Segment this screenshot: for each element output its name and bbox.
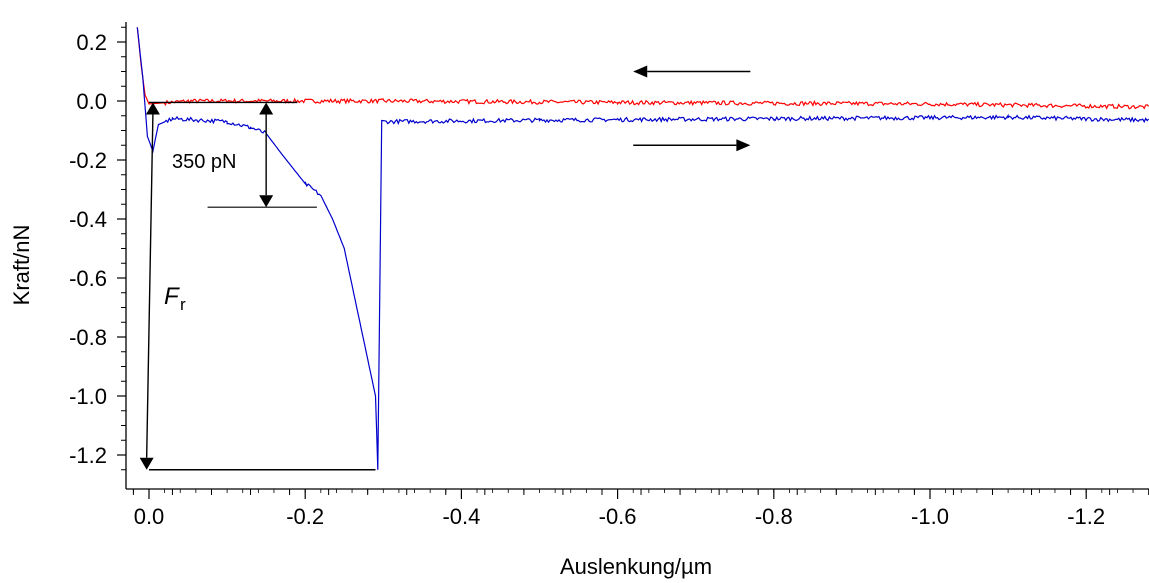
arrow-350pn-head-up bbox=[259, 102, 274, 115]
y-tick-label: -0.4 bbox=[69, 207, 107, 232]
x-tick-label: -1.0 bbox=[911, 504, 949, 529]
y-tick-label: -1.2 bbox=[69, 443, 107, 468]
y-tick-label: 0.0 bbox=[76, 89, 107, 114]
arrow-fr-head-up bbox=[145, 102, 160, 115]
arrow-350pn-head-down bbox=[259, 195, 274, 208]
series-layer bbox=[136, 27, 1149, 470]
x-tick-label: -0.6 bbox=[599, 504, 637, 529]
annotations-layer: 350 pN F r bbox=[139, 65, 751, 471]
annotation-fr-subscript: r bbox=[180, 295, 186, 314]
annotation-350pn: 350 pN bbox=[172, 151, 237, 173]
arrow-fr-head-down bbox=[139, 457, 154, 470]
y-axis-title: Kraft/nN bbox=[9, 225, 34, 306]
arrow-fr-shaft bbox=[145, 114, 154, 458]
y-tick-label: -0.2 bbox=[69, 148, 107, 173]
annotation-fr: F bbox=[164, 283, 180, 310]
x-tick-label: -0.2 bbox=[286, 504, 324, 529]
y-tick-label: -1.0 bbox=[69, 384, 107, 409]
y-tick-label: -0.6 bbox=[69, 266, 107, 291]
direction-arrow-approach-head bbox=[633, 65, 648, 78]
series-line-1 bbox=[136, 27, 1149, 470]
axes: 0.2 0.0 -0.2 -0.4 -0.6 -0.8 -1.0 -1.2 0.0 -0.2 -0.… bbox=[69, 22, 1149, 529]
y-tick-label: -0.8 bbox=[69, 325, 107, 350]
series-line-0 bbox=[136, 27, 1149, 110]
y-tick-label: 0.2 bbox=[76, 30, 107, 55]
x-tick-label: 0.0 bbox=[134, 504, 165, 529]
x-tick-label: -1.2 bbox=[1067, 504, 1105, 529]
direction-arrow-retract-head bbox=[736, 139, 751, 152]
x-axis-title: Auslenkung/µm bbox=[560, 554, 712, 579]
x-tick-label: -0.4 bbox=[442, 504, 480, 529]
x-tick-label: -0.8 bbox=[755, 504, 793, 529]
